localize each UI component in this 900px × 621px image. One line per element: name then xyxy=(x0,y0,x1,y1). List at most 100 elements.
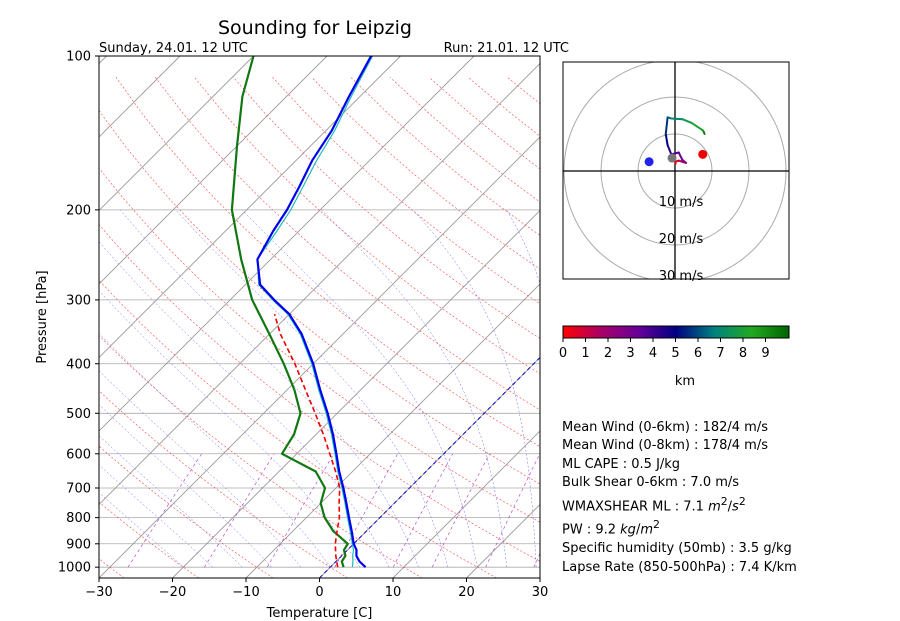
stat-line: Mean Wind (0-8km) : 178/4 m/s xyxy=(562,438,768,454)
isotherm-line xyxy=(0,56,33,578)
stat-line: Lapse Rate (850-500hPa) : 7.4 K/km xyxy=(562,559,797,575)
hodograph: 10 m/s 20 m/s 30 m/s xyxy=(562,61,790,284)
colorbar-tick-label: 8 xyxy=(739,346,747,361)
stat-line: PW : 9.2 kg/m2 xyxy=(562,518,660,538)
hodograph-frame xyxy=(562,61,790,280)
dry-adiabat-line xyxy=(194,77,540,375)
skewt-axes: −30 −20 −10 0 10 20 30 1000 900 800 700 600 500 400 30… xyxy=(58,50,548,601)
x-tick-label: 20 xyxy=(458,585,475,600)
colorbar-tick-label: 9 xyxy=(761,346,769,361)
dry-adiabat-line xyxy=(99,558,125,578)
hodograph-trace-segment xyxy=(664,116,669,135)
temperature-profile-line xyxy=(256,56,373,569)
moist-adiabat-line xyxy=(175,209,449,568)
colorbar-tick-label: 0 xyxy=(559,346,567,361)
mixing-ratio-line xyxy=(431,453,490,568)
moist-adiabat-line xyxy=(99,290,360,568)
y-tick-label: 600 xyxy=(66,447,91,462)
isotherm-line xyxy=(99,56,254,212)
y-tick-label: 800 xyxy=(66,511,91,526)
hodograph-marker xyxy=(667,153,677,163)
stat-line: Specific humidity (50mb) : 3.5 g/kg xyxy=(562,541,792,557)
x-tick-label: −30 xyxy=(85,585,112,600)
y-tick-label: 500 xyxy=(66,407,91,422)
hodograph-ring-labels: 10 m/s 20 m/s 30 m/s xyxy=(659,195,704,284)
dry-adiabat-line xyxy=(154,77,540,411)
hodograph-trace-segment xyxy=(664,133,669,147)
isotherm-line xyxy=(99,56,107,65)
moist-adiabat-line xyxy=(99,370,302,568)
moist-adiabat-line xyxy=(120,209,419,568)
x-tick-label: 30 xyxy=(532,585,549,600)
moist-adiabat-line xyxy=(99,435,243,568)
hodograph-trace-segment xyxy=(677,151,684,161)
hodograph-trace-segment xyxy=(702,131,706,135)
hodograph-ring-label: 10 m/s xyxy=(659,195,704,210)
isotherm-line xyxy=(99,56,401,359)
dewpoint-profile-line xyxy=(230,56,349,568)
isotherm-line xyxy=(99,56,475,432)
mixing-ratio-line xyxy=(127,453,202,568)
colorbar-tick-label: 5 xyxy=(671,346,679,361)
y-tick-label: 400 xyxy=(66,357,91,372)
colorbar-tick-label: 4 xyxy=(649,346,657,361)
colorbar-tick-label: 3 xyxy=(626,346,634,361)
hodograph-ring-label: 30 m/s xyxy=(659,269,704,284)
y-tick-label: 1000 xyxy=(58,561,91,576)
dry-adiabat-line xyxy=(99,109,540,485)
valid-time-label: Sunday, 24.01. 12 UTC xyxy=(99,41,248,56)
colorbar-tick-label: 7 xyxy=(716,346,724,361)
y-tick-label: 100 xyxy=(66,50,91,65)
moist-adiabat-line xyxy=(241,209,478,568)
skewt-plot: −30 −20 −10 0 10 20 30 1000 900 800 700 600 500 400 30… xyxy=(0,50,548,621)
mixing-ratio-line xyxy=(334,453,398,568)
y-tick-label: 200 xyxy=(66,203,91,218)
skewt-background-lines xyxy=(0,56,540,578)
x-tick-label: −10 xyxy=(232,585,259,600)
dry-adiabat-line xyxy=(99,501,199,578)
moist-adiabat-line xyxy=(412,209,537,568)
x-tick-label: 0 xyxy=(315,585,323,600)
virtual-temperature-profile-line xyxy=(256,56,374,568)
x-tick-label: −20 xyxy=(159,585,186,600)
colorbar-tick-label: 6 xyxy=(694,346,702,361)
isotherm-line xyxy=(99,136,540,578)
x-axis-label: Temperature [C] xyxy=(266,606,373,621)
hodograph-trace-segment xyxy=(690,121,704,132)
hodograph-trace-segment xyxy=(681,118,693,124)
moist-adiabat-line xyxy=(321,209,507,568)
moist-adiabat-line xyxy=(99,404,272,568)
skewt-frame xyxy=(98,55,541,579)
hodograph-ring-label: 20 m/s xyxy=(659,232,704,247)
hodograph-marker xyxy=(698,149,708,159)
isotherm-line xyxy=(99,56,181,138)
colorbar-tick-label: 1 xyxy=(581,346,589,361)
hodograph-trace-segment xyxy=(670,117,684,121)
chart-title: Sounding for Leipzig xyxy=(218,17,412,39)
moist-adiabat-line xyxy=(99,332,331,568)
stat-line: ML CAPE : 0.5 J/kg xyxy=(562,456,681,472)
mixing-ratio-line xyxy=(485,453,540,568)
dry-adiabat-line xyxy=(99,279,497,578)
isotherm-line xyxy=(99,56,328,285)
sounding-stats: Mean Wind (0-6km) : 182/4 m/s Mean Wind (… xyxy=(558,419,898,577)
run-time-label: Run: 21.01. 12 UTC xyxy=(444,41,569,56)
dry-adiabat-line xyxy=(99,335,423,578)
y-tick-label: 900 xyxy=(66,537,91,552)
stat-line: Mean Wind (0-6km) : 182/4 m/s xyxy=(562,420,768,435)
isotherm-line xyxy=(245,283,540,578)
y-axis-label: Pressure [hPa] xyxy=(35,270,50,363)
hodograph-content xyxy=(563,62,789,279)
isotherm-line xyxy=(172,209,540,578)
parcel-profile-line xyxy=(273,313,341,568)
hodograph-marker xyxy=(644,157,654,167)
mixing-ratio-line xyxy=(392,453,453,568)
colorbar-tick-label: 2 xyxy=(604,346,612,361)
stat-line: Bulk Shear 0-6km : 7.0 m/s xyxy=(562,475,740,491)
isotherm-line xyxy=(319,356,540,578)
colorbar-label: km xyxy=(675,374,695,389)
moist-adiabat-line xyxy=(99,492,184,568)
x-tick-label: 10 xyxy=(385,585,402,600)
